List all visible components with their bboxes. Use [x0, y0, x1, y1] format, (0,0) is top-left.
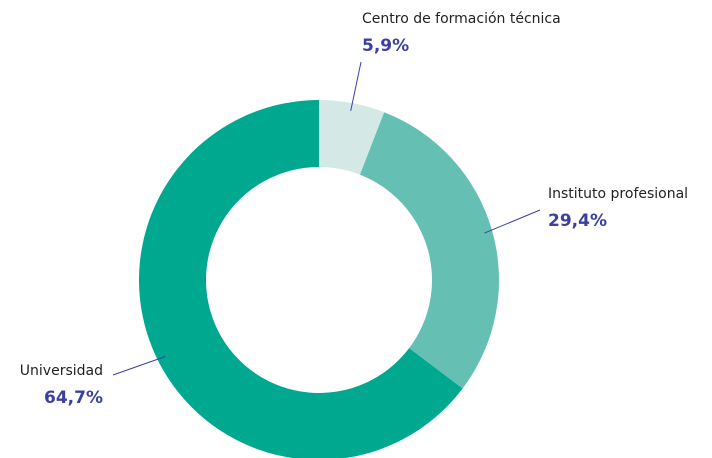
donut-slice: [139, 100, 463, 458]
leader-line: [112, 356, 166, 376]
slice-label: Instituto profesional: [548, 186, 688, 202]
leader-line: [484, 209, 541, 234]
slice-label: Centro de formación técnica: [362, 11, 561, 27]
slice-value: 5,9%: [362, 36, 409, 56]
slice-value: 29,4%: [548, 211, 607, 231]
slice-value: 64,7%: [44, 388, 103, 408]
slice-label: Universidad: [20, 363, 103, 379]
donut-slice: [359, 112, 500, 389]
leader-line: [350, 61, 362, 112]
donut-slice: [319, 100, 385, 175]
